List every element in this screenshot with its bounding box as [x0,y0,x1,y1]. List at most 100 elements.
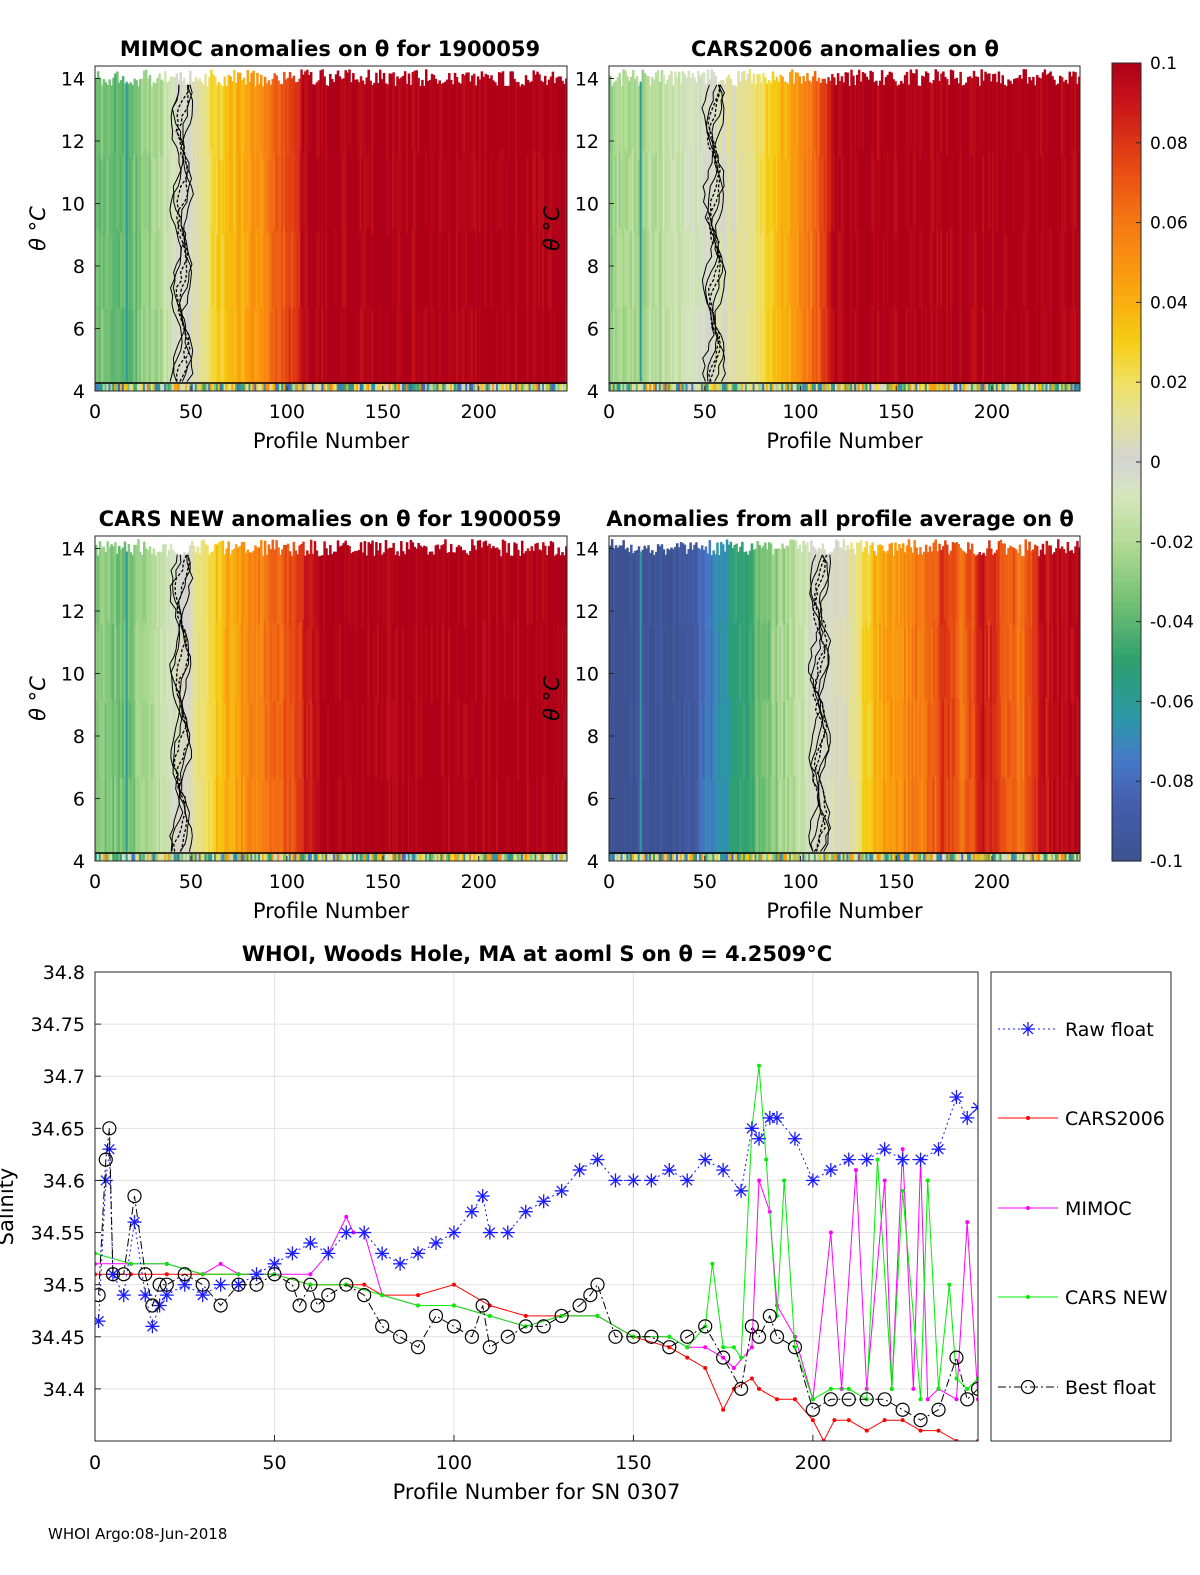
heatmap-bottom-band [850,384,853,391]
heatmap-column [342,308,346,386]
heatmap-bottom-band [857,384,861,391]
heatmap-column [970,231,974,309]
heatmap-column [844,306,848,386]
heatmap-column [855,74,859,154]
heatmap-bottom-band [179,384,182,391]
heatmap-bottom-band [915,854,918,861]
heatmap-column [1072,228,1075,308]
heatmap-column [702,778,706,856]
heatmap-column [448,703,451,780]
heatmap-column [210,703,213,780]
heatmap-column [1070,153,1073,232]
heatmap-column [419,545,422,624]
heatmap-column [907,234,911,311]
heatmap-column [227,541,230,621]
heatmap-bottom-band [183,854,186,861]
heatmap-column [423,623,426,701]
heatmap-column [1016,703,1020,781]
heatmap-column [1078,76,1080,155]
heatmap-column [1032,702,1035,780]
heatmap-column [311,779,315,856]
heatmap-bottom-band [444,384,447,391]
heatmap-column [148,229,152,309]
heatmap-column [540,308,543,386]
heatmap-column [647,76,650,154]
heatmap-column [221,540,225,620]
heatmap-column [666,778,669,856]
heatmap-column [957,777,960,856]
heatmap-column [160,779,163,856]
heatmap-column [545,705,549,781]
heatmap-column [1011,700,1014,779]
heatmap-column [411,71,415,151]
heatmap-column [557,153,560,232]
heatmap-column [313,234,317,311]
heatmap-bottom-band [476,384,480,391]
heatmap-bottom-band [1058,854,1062,861]
heatmap-column [258,159,261,236]
heatmap-column [236,228,240,308]
heatmap-column [164,71,167,151]
heatmap-column [976,230,980,309]
heatmap-bottom-band [731,854,735,861]
heatmap-column [225,310,228,386]
heatmap-column [325,160,328,236]
heatmap-bottom-band [534,854,537,861]
heatmap-column [689,77,692,155]
heatmap-column [729,155,733,233]
heatmap-column [428,779,432,856]
heatmap-column [915,547,918,625]
heatmap-column [377,158,380,235]
heatmap-column [825,234,828,311]
heatmap-column [248,779,252,856]
heatmap-column [702,72,706,152]
heatmap-column [248,157,252,235]
heatmap-bottom-band [225,384,228,391]
heatmap-column [1053,79,1056,157]
heatmap-column [261,86,265,162]
heatmap-bottom-band [327,384,330,391]
heatmap-column [1060,77,1064,155]
heatmap-bottom-band [425,384,428,391]
heatmap-column [114,73,117,152]
heatmap-bottom-band [1072,384,1075,391]
heatmap-column [815,157,819,234]
heatmap-bottom-band [472,854,476,861]
heatmap-bottom-band [405,854,409,861]
heatmap-column [469,550,472,628]
heatmap-column [859,539,863,620]
heatmap-column [511,306,514,386]
heatmap-column [486,74,489,154]
heatmap-column [706,227,710,307]
heatmap-column [1007,548,1010,626]
heatmap-bottom-band [767,854,771,861]
heatmap-column [332,309,336,386]
heatmap-column [884,154,888,232]
heatmap-bottom-band [405,384,409,391]
heatmap-bottom-band [252,854,255,861]
heatmap-bottom-band [325,384,328,391]
heatmap-column [438,702,441,780]
heatmap-column [771,71,775,151]
heatmap-column [248,82,252,159]
heatmap-column [923,76,926,155]
heatmap-column [846,544,849,624]
heatmap-bottom-band [702,854,706,861]
heatmap-column [411,776,415,856]
heatmap-bottom-band [700,384,704,391]
heatmap-column [275,75,278,154]
heatmap-column [783,233,786,310]
heatmap-column [934,776,937,856]
heatmap-column [229,76,232,155]
heatmap-column [440,83,443,160]
heatmap-bottom-band [382,384,386,391]
heatmap-bottom-band [283,854,286,861]
heatmap-bottom-band [238,854,242,861]
heatmap-column [164,777,167,856]
heatmap-column [114,542,117,621]
heatmap-column [409,618,413,699]
heatmap-column [984,630,987,706]
heatmap-column [746,554,750,631]
heatmap-column [787,777,790,856]
heatmap-column [509,71,512,151]
